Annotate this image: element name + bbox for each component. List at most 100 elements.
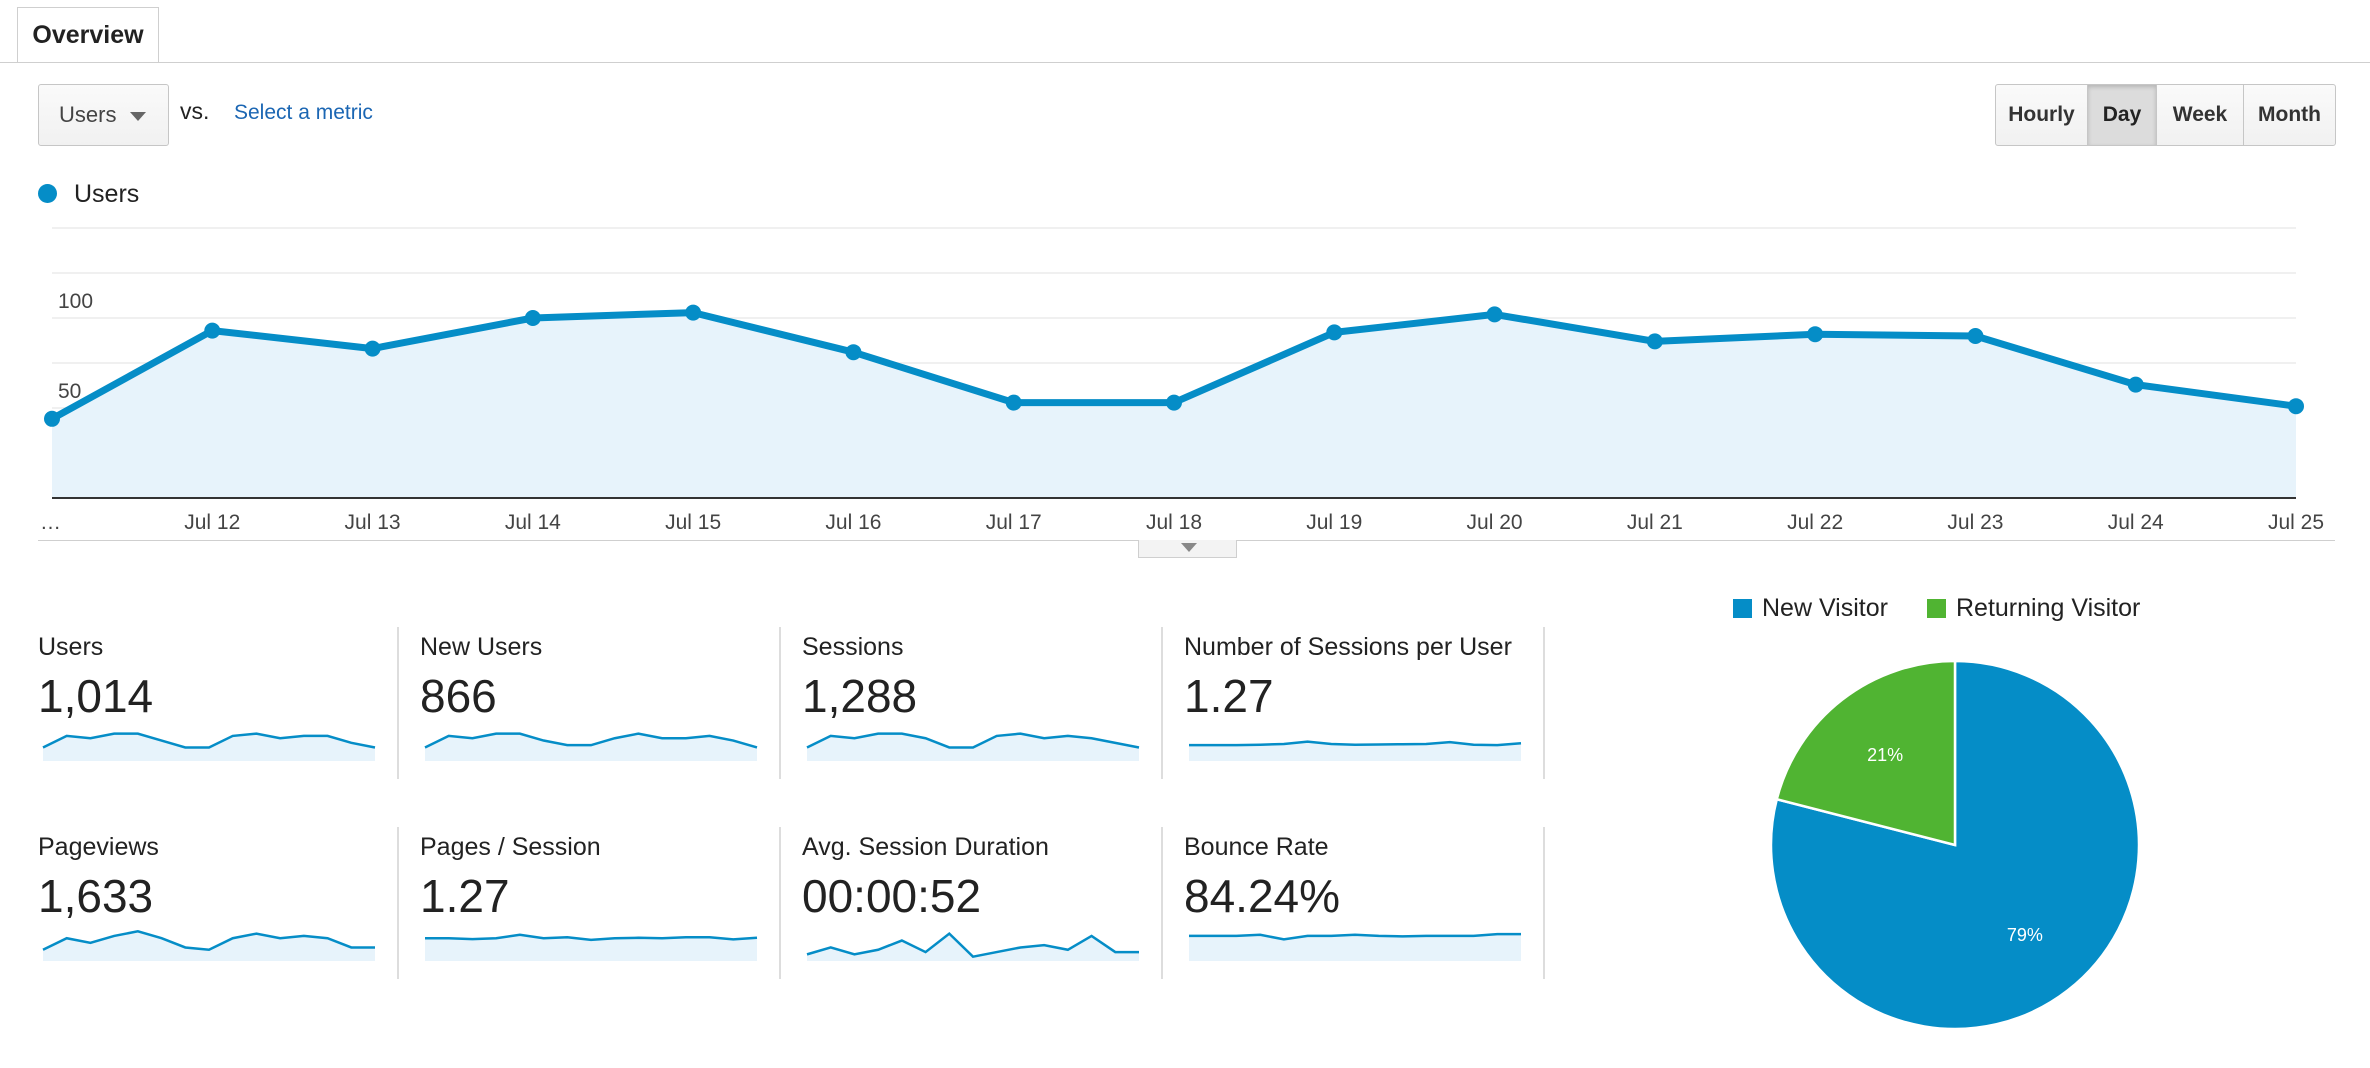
users-data-point[interactable]	[44, 410, 60, 427]
pie-slice-label: 79%	[2007, 925, 2043, 945]
scorecard-value: 1,633	[38, 870, 154, 922]
pie-slice[interactable]	[1775, 659, 1957, 847]
sparkline-fill	[43, 733, 375, 761]
scorecard-sparkline	[1189, 932, 1521, 961]
scorecard-sparkline	[424, 732, 758, 761]
users-data-point[interactable]	[1646, 333, 1663, 350]
y-tick-label: 100	[58, 290, 93, 313]
sparkline-line	[42, 930, 375, 952]
legend-users-label: Users	[74, 180, 140, 208]
users-data-point[interactable]	[685, 304, 702, 321]
pie-legend-new-visitor: New Visitor	[1762, 594, 1888, 622]
collapse-arrow-icon	[1181, 543, 1197, 552]
pie-legend-new-visitor-swatch	[1733, 599, 1752, 618]
scorecard-label: Users	[38, 633, 104, 661]
users-data-point[interactable]	[1005, 394, 1022, 411]
x-tick-label: Jul 20	[1467, 511, 1523, 534]
period-week-button[interactable]: Week	[2156, 84, 2244, 146]
x-tick-label: Jul 21	[1627, 511, 1683, 534]
visitor-type-pie-chart[interactable]: 79% 21%	[1765, 655, 2145, 1035]
period-hourly-button[interactable]: Hourly	[1995, 84, 2088, 146]
legend-users-swatch	[38, 184, 57, 203]
scorecard-value: 866	[420, 670, 497, 722]
scorecard[interactable]: Avg. Session Duration 00:00:52	[802, 833, 1147, 983]
users-data-point[interactable]	[1486, 306, 1503, 323]
scorecard-sparkline	[42, 732, 376, 761]
scorecard-divider	[779, 627, 781, 779]
x-tick-label: …	[40, 511, 61, 534]
x-tick-label: Jul 23	[1947, 511, 2003, 534]
scorecard-divider	[397, 627, 399, 779]
scorecard-divider	[1161, 627, 1163, 779]
select-metric-link[interactable]: Select a metric	[234, 101, 373, 124]
users-data-point[interactable]	[524, 310, 541, 326]
users-data-point[interactable]	[1807, 326, 1824, 343]
scorecard[interactable]: Pages / Session 1.27	[420, 833, 765, 983]
sparkline-line	[806, 732, 1140, 749]
users-data-point[interactable]	[2288, 398, 2304, 415]
users-line-chart[interactable]: 150 100 50 … Jul 12 Jul 13 Jul 14 Jul 15 Jul 16 J…	[0, 220, 2370, 540]
metric-dropdown-label: Users	[59, 102, 117, 127]
x-tick-label: Jul 16	[825, 511, 881, 534]
sparkline-line	[42, 732, 376, 749]
users-data-point[interactable]	[364, 340, 381, 357]
metric-dropdown[interactable]: Users	[38, 84, 169, 146]
x-tick-label: Jul 13	[345, 511, 401, 534]
tab-bar-divider	[0, 62, 2370, 63]
x-tick-label: Jul 12	[184, 511, 240, 534]
x-tick-label: Jul 19	[1306, 511, 1362, 534]
x-tick-label: Jul 17	[986, 511, 1042, 534]
x-tick-label: Jul 15	[665, 511, 721, 534]
scorecard-value: 00:00:52	[802, 870, 982, 922]
sparkline-fill	[43, 931, 375, 961]
x-tick-label: Jul 24	[2108, 511, 2164, 534]
scorecard-sparkline	[806, 732, 1140, 761]
scorecard[interactable]: Users 1,014	[38, 633, 383, 783]
pie-slice[interactable]	[1769, 659, 2141, 1031]
users-data-point[interactable]	[1326, 324, 1343, 341]
scorecard-sparkline	[42, 930, 375, 961]
scorecard[interactable]: Pageviews 1,633	[38, 833, 383, 983]
scorecard[interactable]: Bounce Rate 84.24%	[1184, 833, 1529, 983]
y-tick-label: 50	[58, 380, 81, 403]
sparkline-line	[1189, 740, 1522, 747]
scorecard-label: Sessions	[802, 633, 904, 661]
scorecard[interactable]: Number of Sessions per User 1.27	[1184, 633, 1529, 783]
scorecard[interactable]: Sessions 1,288	[802, 633, 1147, 783]
tab-overview[interactable]: Overview	[17, 7, 159, 62]
users-data-point[interactable]	[1166, 394, 1182, 411]
sparkline-fill	[807, 733, 1139, 761]
sparkline-fill	[807, 933, 1139, 961]
sparkline-fill	[425, 733, 757, 761]
vs-label: vs.	[180, 98, 210, 124]
x-tick-label: Jul 18	[1146, 511, 1202, 534]
sparkline-fill	[1189, 741, 1521, 761]
pie-legend-returning-visitor: Returning Visitor	[1956, 594, 2141, 622]
scorecard-sparkline	[1189, 740, 1522, 761]
scorecard-label: Pages / Session	[420, 833, 601, 861]
period-month-button[interactable]: Month	[2243, 84, 2336, 146]
pie-slice-label: 21%	[1867, 745, 1903, 765]
users-data-point[interactable]	[1967, 328, 1984, 344]
scorecard-value: 1.27	[420, 870, 510, 922]
scorecard-sparkline	[806, 931, 1139, 961]
scorecard-sparkline	[425, 933, 758, 961]
scorecard-divider	[1161, 827, 1163, 979]
scorecard-label: Pageviews	[38, 833, 159, 861]
sparkline-fill	[1189, 934, 1521, 961]
scorecard-value: 84.24%	[1184, 870, 1341, 922]
period-day-button[interactable]: Day	[2087, 84, 2157, 146]
scorecard-divider	[1543, 627, 1545, 779]
collapse-chart-handle[interactable]	[1138, 540, 1237, 558]
scorecard[interactable]: New Users 866	[420, 633, 765, 783]
scorecard-value: 1,014	[38, 670, 154, 722]
scorecard-label: Bounce Rate	[1184, 833, 1329, 861]
users-data-point[interactable]	[845, 344, 862, 361]
x-tick-label: Jul 14	[505, 511, 561, 534]
users-data-point[interactable]	[2127, 376, 2144, 393]
users-data-point[interactable]	[204, 322, 221, 339]
sparkline-line	[1189, 932, 1521, 941]
scorecard-value: 1.27	[1184, 670, 1274, 722]
x-tick-label: Jul 25	[2268, 511, 2324, 534]
sparkline-fill	[425, 934, 757, 961]
